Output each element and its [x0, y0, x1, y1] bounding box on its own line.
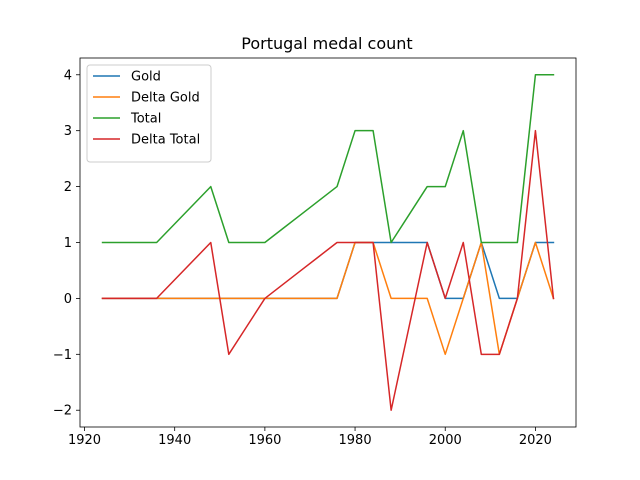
series-line-total	[101, 74, 555, 244]
y-tick-label: −1	[53, 348, 72, 363]
x-tick-label: 1940	[158, 433, 191, 448]
x-tick-label: 1920	[68, 433, 101, 448]
x-tick-label: 1980	[339, 433, 372, 448]
y-tick-label: 2	[64, 180, 72, 195]
series-line-delta-gold	[101, 241, 555, 356]
y-tick-label: 4	[64, 68, 72, 83]
y-tick-label: −2	[53, 404, 72, 419]
legend-label-delta-gold: Delta Gold	[131, 91, 200, 106]
y-tick-label: 1	[64, 236, 72, 251]
x-tick-label: 2000	[429, 433, 462, 448]
x-tick-label: 2020	[519, 433, 552, 448]
legend-label-delta-total: Delta Total	[131, 133, 200, 148]
legend-label-gold: Gold	[131, 70, 161, 85]
legend-label-total: Total	[130, 112, 161, 127]
legend-box	[86, 64, 212, 163]
series-line-delta-total	[101, 129, 555, 411]
chart-title: Portugal medal count	[241, 34, 412, 53]
x-tick-label: 1960	[248, 433, 281, 448]
y-tick-label: 0	[64, 292, 72, 307]
y-tick-label: 3	[64, 124, 72, 139]
